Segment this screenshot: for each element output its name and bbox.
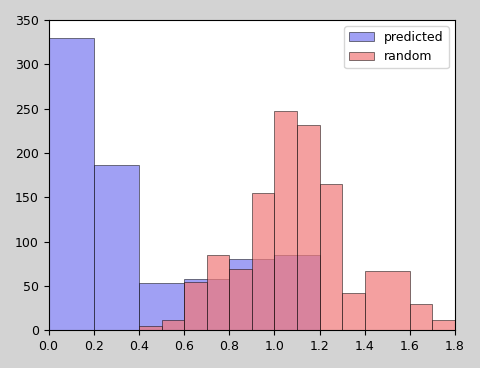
Bar [139, 283, 184, 330]
Bar [184, 282, 207, 330]
Bar [252, 193, 275, 330]
Bar [365, 271, 410, 330]
Bar [229, 259, 275, 330]
Bar [275, 111, 297, 330]
Bar [342, 293, 365, 330]
Bar [184, 279, 229, 330]
Bar [410, 304, 432, 330]
Bar [48, 38, 94, 330]
Bar [229, 269, 252, 330]
Bar [297, 125, 320, 330]
Bar [207, 255, 229, 330]
Bar [139, 326, 161, 330]
Bar [320, 184, 342, 330]
Bar [275, 255, 320, 330]
Bar [432, 320, 455, 330]
Bar [161, 320, 184, 330]
Bar [94, 164, 139, 330]
Legend: predicted, random: predicted, random [344, 26, 449, 68]
